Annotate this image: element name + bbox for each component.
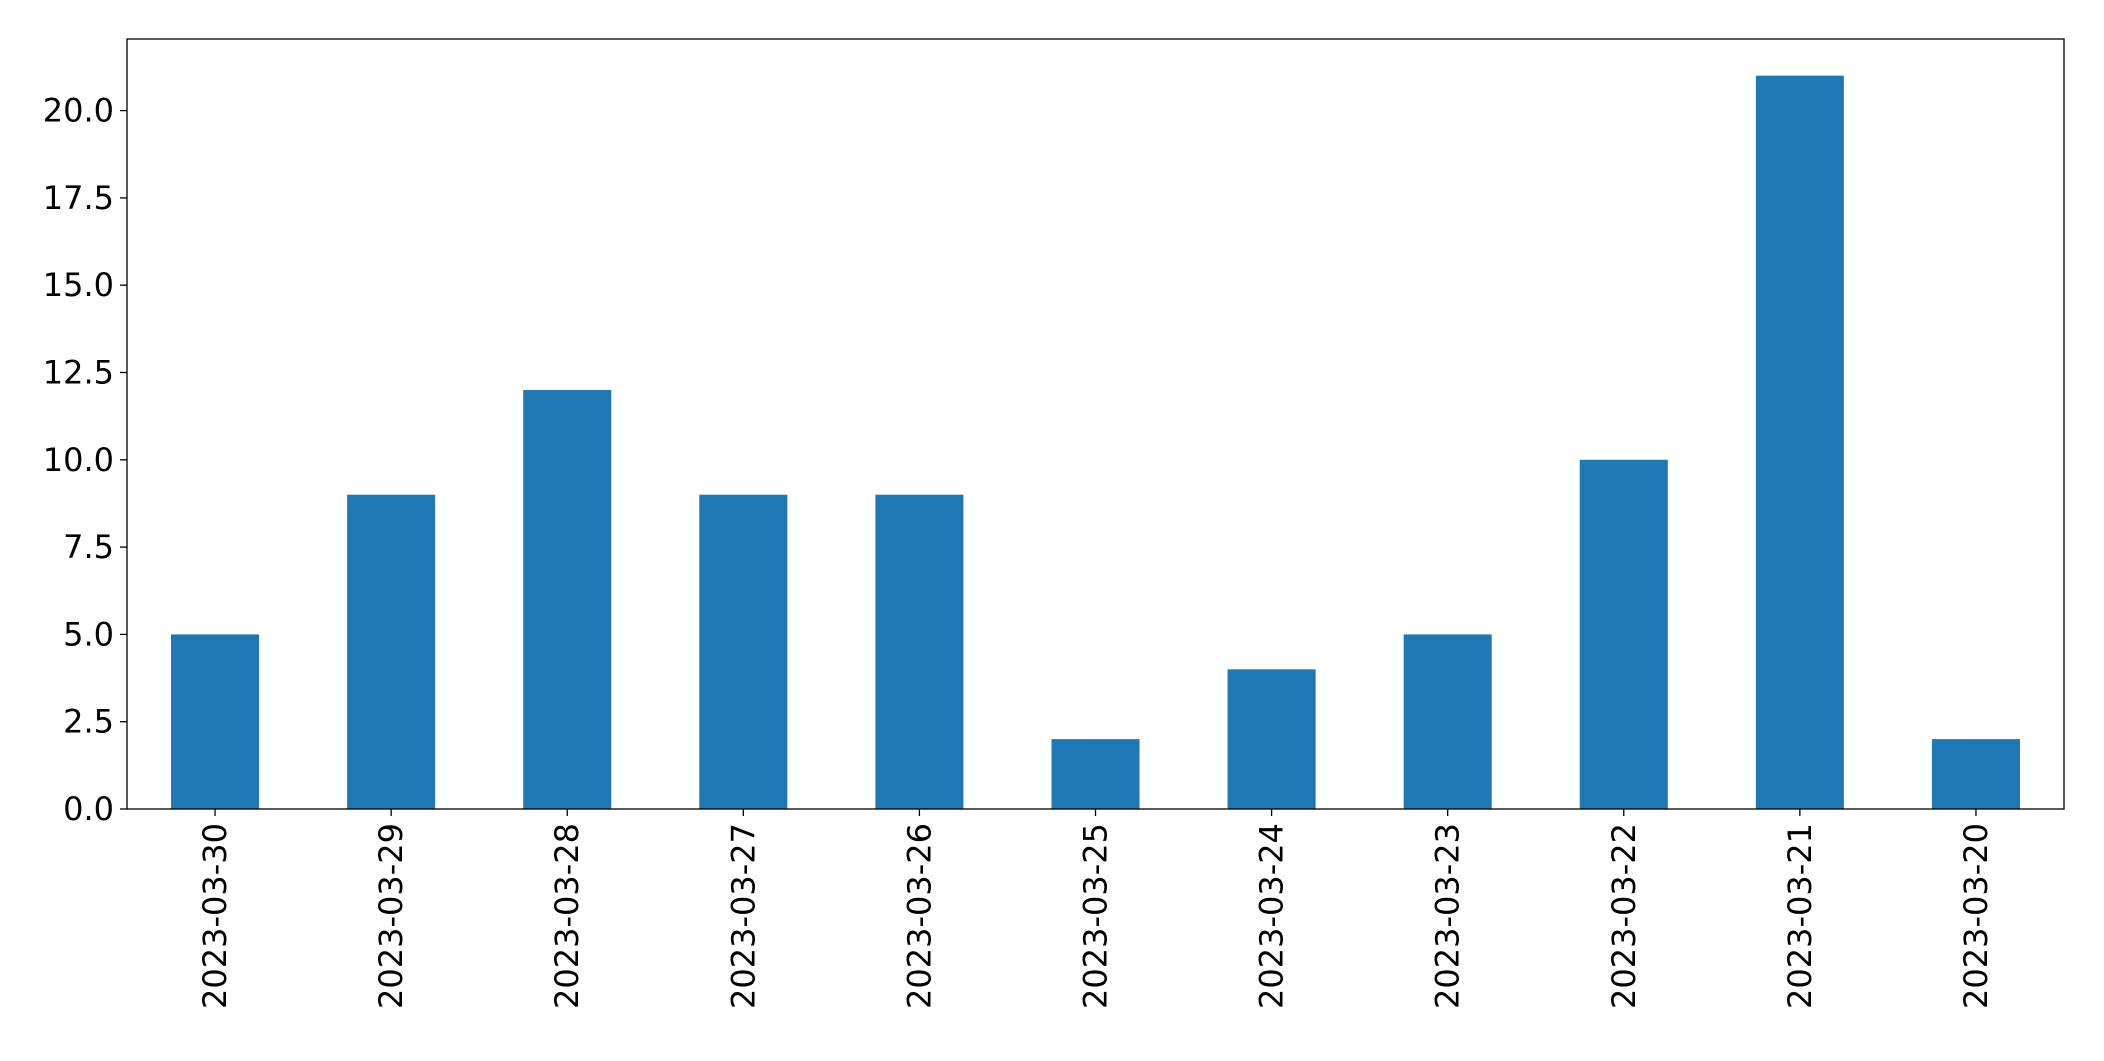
x-tick-label: 2023-03-22 xyxy=(1605,823,1643,1009)
x-tick-label: 2023-03-24 xyxy=(1253,823,1291,1009)
y-tick-label: 7.5 xyxy=(63,528,114,566)
x-tick-label: 2023-03-21 xyxy=(1781,823,1819,1009)
x-tick-label: 2023-03-25 xyxy=(1077,823,1115,1009)
bar xyxy=(1051,739,1140,809)
bar xyxy=(171,634,260,809)
x-tick-label: 2023-03-28 xyxy=(548,823,586,1009)
bar xyxy=(1403,634,1492,809)
bar xyxy=(1931,739,2020,809)
y-tick-label: 17.5 xyxy=(43,179,114,217)
y-tick-label: 20.0 xyxy=(43,92,114,130)
y-tick-label: 0.0 xyxy=(63,790,114,828)
plot-frame xyxy=(126,38,2065,810)
y-tick-label: 10.0 xyxy=(43,441,114,479)
x-tick-label: 2023-03-26 xyxy=(900,823,938,1009)
bar xyxy=(1755,75,1844,809)
y-tick-label: 2.5 xyxy=(63,703,114,741)
bar xyxy=(875,494,964,809)
x-tick-label: 2023-03-30 xyxy=(196,823,234,1009)
x-tick-label: 2023-03-20 xyxy=(1957,823,1995,1009)
bar xyxy=(347,494,436,809)
y-tick-label: 15.0 xyxy=(43,266,114,304)
bar xyxy=(699,494,788,809)
bar xyxy=(1579,459,1668,809)
x-tick-label: 2023-03-23 xyxy=(1429,823,1467,1009)
x-tick-label: 2023-03-29 xyxy=(372,823,410,1009)
bar xyxy=(1227,669,1316,809)
y-tick-label: 12.5 xyxy=(43,353,114,391)
bar xyxy=(523,389,612,809)
y-tick-label: 5.0 xyxy=(63,615,114,653)
x-tick-label: 2023-03-27 xyxy=(724,823,762,1009)
